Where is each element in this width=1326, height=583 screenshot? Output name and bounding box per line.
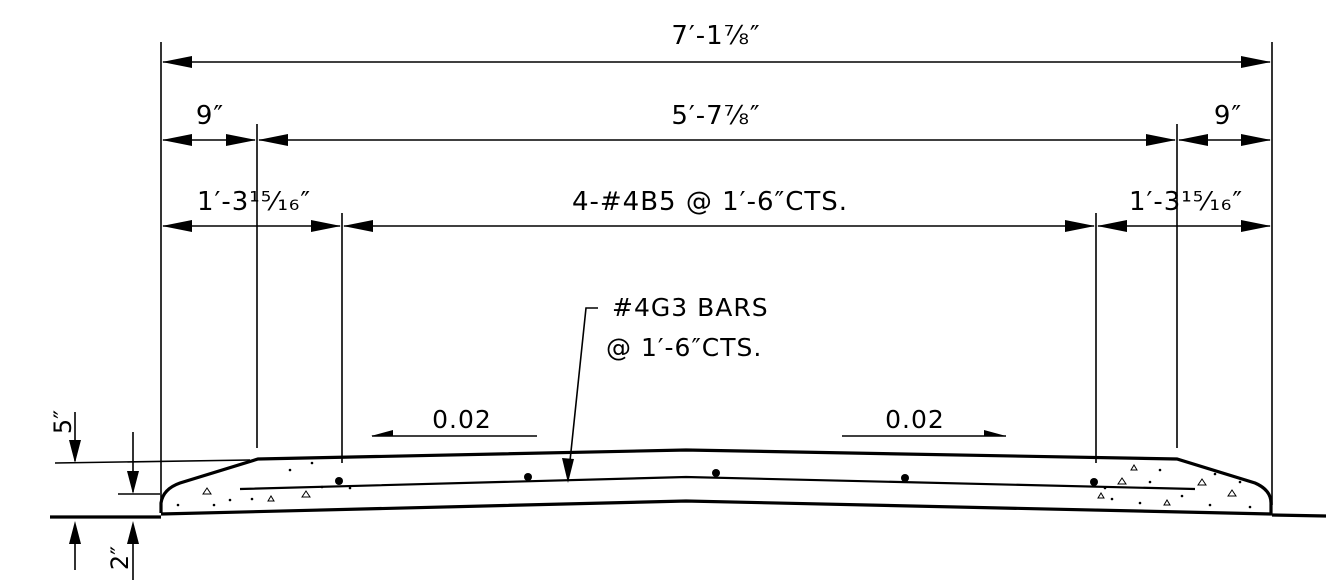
rebar-dot [901,474,909,482]
rebar-callout: #4G3 BARS @ 1′-6″CTS. [562,293,769,483]
bar-spacing-dimension-row: 1′-3¹⁵⁄₁₆″ 4-#4B5 @ 1′-6″CTS. 1′-3¹⁵⁄₁₆″ [162,187,1271,232]
callout-line1: #4G3 BARS [612,293,769,322]
center-dimension-row: 9″ 5′-7⅞″ 9″ [162,101,1271,146]
ground-line [50,499,1326,519]
top-thickness-label: 5″ [49,410,77,434]
right-edge-dimension-label: 9″ [1214,101,1242,131]
left-bar-offset-label: 1′-3¹⁵⁄₁₆″ [197,187,311,217]
rebar-dot [712,469,720,477]
bar-spacing-label: 4-#4B5 @ 1′-6″CTS. [572,187,848,217]
left-edge-dimension-label: 9″ [196,101,224,131]
extension-lines [160,42,1273,505]
rebar-dot [524,473,532,481]
right-bar-offset-label: 1′-3¹⁵⁄₁₆″ [1129,187,1243,217]
overall-dimension: 7′-1⅞″ [162,21,1271,68]
concrete-slab [159,448,1273,514]
overall-dimension-label: 7′-1⅞″ [671,21,760,51]
thickness-dimensions: 5″ 2″ [49,410,251,580]
bottom-thickness-label: 2″ [106,546,134,570]
rebar-dot [335,477,343,485]
slope-indicators: 0.02 0.02 [371,405,1006,437]
left-slope-label: 0.02 [432,405,492,434]
center-dimension-label: 5′-7⅞″ [671,101,760,131]
callout-line2: @ 1′-6″CTS. [606,333,762,362]
rebar-dot [1090,478,1098,486]
right-slope-label: 0.02 [885,405,945,434]
